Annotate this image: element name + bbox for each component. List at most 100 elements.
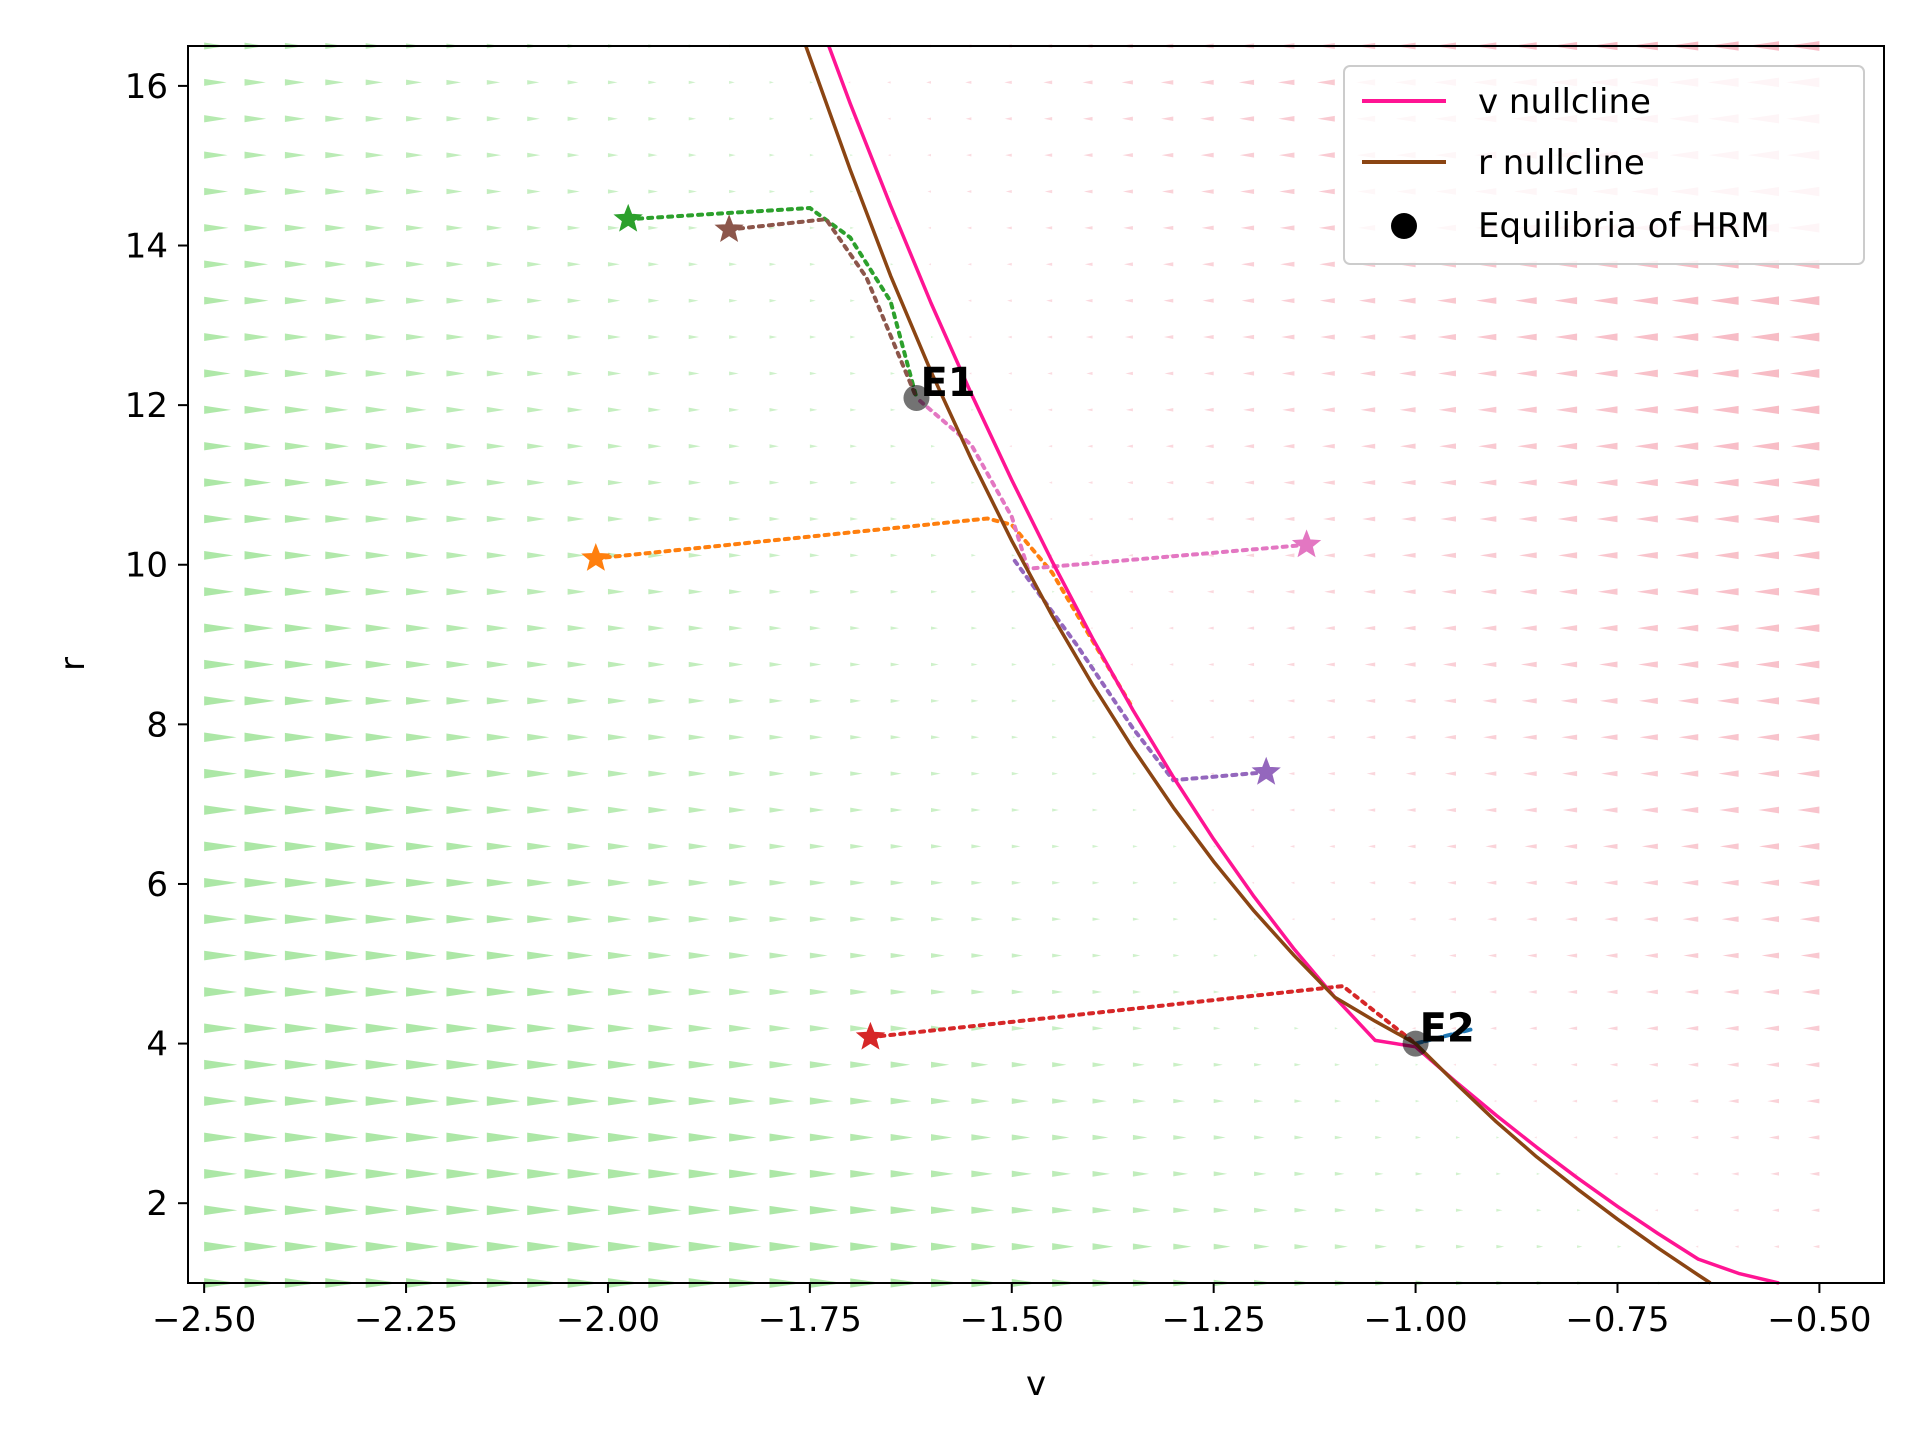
quiver-arrow xyxy=(890,698,901,703)
trajectory-start-star xyxy=(1291,529,1322,558)
quiver-arrow xyxy=(1204,444,1214,449)
quiver-arrow xyxy=(729,80,735,84)
quiver-arrow xyxy=(244,151,267,159)
quiver-arrow xyxy=(1323,553,1335,558)
quiver-arrow xyxy=(1011,917,1023,922)
quiver-arrow xyxy=(607,697,627,704)
quiver-arrow xyxy=(1482,698,1497,704)
quiver-arrow xyxy=(729,734,745,740)
quiver-arrow xyxy=(648,697,666,704)
quiver-arrow xyxy=(1334,1171,1345,1176)
quiver-arrow xyxy=(1672,369,1699,378)
quiver-arrow xyxy=(1205,480,1214,485)
quiver-arrow xyxy=(1750,369,1780,378)
quiver-arrow xyxy=(204,914,238,925)
quiver-arrow xyxy=(1254,1171,1267,1177)
quiver-arrow xyxy=(284,877,318,888)
quiver-arrow xyxy=(1483,734,1497,740)
quiver-arrow xyxy=(325,115,345,122)
quiver-arrow xyxy=(1568,1026,1578,1031)
quiver-arrow xyxy=(244,1132,278,1143)
quiver-arrow xyxy=(1046,299,1053,303)
quiver-arrow xyxy=(1124,298,1133,303)
quiver-arrow xyxy=(244,696,275,706)
quiver-arrow xyxy=(1004,117,1012,121)
quiver-arrow xyxy=(971,953,984,958)
quiver-arrow xyxy=(1213,1135,1226,1140)
quiver-arrow xyxy=(1173,1135,1187,1140)
quiver-arrow xyxy=(325,660,353,669)
quiver-arrow xyxy=(284,587,313,596)
quiver-arrow xyxy=(1563,843,1578,849)
quiver-arrow xyxy=(446,443,467,450)
quiver-arrow xyxy=(607,806,629,814)
quiver-arrow xyxy=(607,770,629,777)
quiver-arrow xyxy=(847,81,851,84)
quiver-arrow xyxy=(1369,917,1376,921)
y-axis-ticks: 2 4 6 8 10 12 14 16 xyxy=(125,67,188,1224)
quiver-arrow xyxy=(1759,879,1780,886)
quiver-arrow xyxy=(1528,990,1537,994)
quiver-arrow xyxy=(769,81,774,84)
quiver-arrow xyxy=(1213,1026,1221,1030)
quiver-arrow xyxy=(688,1133,718,1142)
quiver-arrow xyxy=(486,552,507,559)
quiver-arrow xyxy=(1765,1062,1780,1068)
quiver-arrow xyxy=(284,696,315,706)
quiver-arrow xyxy=(890,444,897,448)
quiver-arrow xyxy=(1801,989,1820,995)
quiver-arrow xyxy=(1438,370,1456,377)
quiver-arrow xyxy=(1327,771,1335,776)
quiver-arrow xyxy=(406,297,425,304)
quiver-arrow xyxy=(1715,624,1739,632)
quiver-arrow xyxy=(204,1169,238,1179)
quiver-arrow xyxy=(1011,590,1016,593)
quiver-arrow xyxy=(1334,1208,1347,1213)
quiver-arrow xyxy=(1086,408,1093,412)
quiver-arrow xyxy=(769,262,777,266)
quiver-arrow xyxy=(729,153,736,157)
quiver-arrow xyxy=(1200,152,1214,158)
quiver-arrow xyxy=(204,950,238,961)
quiver-arrow xyxy=(1600,734,1618,741)
quiver-arrow xyxy=(769,625,782,631)
quiver-arrow xyxy=(284,1132,319,1143)
quiver-arrow xyxy=(1574,1172,1578,1175)
legend: v nullcline r nullcline Equilibria of HR… xyxy=(1343,65,1865,265)
quiver-arrow xyxy=(1052,881,1061,885)
quiver-arrow xyxy=(325,551,351,560)
quiver-arrow xyxy=(1164,371,1174,376)
quiver-arrow xyxy=(1573,1136,1578,1139)
quiver-arrow xyxy=(1126,444,1133,448)
quiver-arrow xyxy=(1279,188,1295,195)
quiver-arrow xyxy=(890,626,899,630)
quiver-arrow xyxy=(1635,479,1658,487)
quiver-arrow xyxy=(1415,1136,1422,1139)
quiver-arrow xyxy=(325,151,345,159)
quiver-arrow xyxy=(1168,626,1174,630)
quiver-arrow xyxy=(688,262,699,267)
quiver-arrow xyxy=(1318,225,1335,231)
quiver-arrow xyxy=(688,516,702,522)
quiver-arrow xyxy=(1129,626,1133,630)
quiver-arrow xyxy=(931,1170,954,1178)
quiver-arrow xyxy=(1805,1062,1820,1068)
quiver-arrow xyxy=(446,116,462,122)
quiver-arrow xyxy=(1448,953,1456,958)
trajectory-line xyxy=(727,217,919,400)
quiver-arrow xyxy=(284,1096,319,1106)
quiver-arrow xyxy=(1749,296,1780,306)
quiver-arrow xyxy=(1084,262,1093,266)
quiver-arrow xyxy=(1006,262,1012,266)
quiver-arrow xyxy=(1486,880,1497,885)
quiver-arrow xyxy=(1399,407,1416,413)
quiver-arrow xyxy=(850,1169,876,1178)
quiver-arrow xyxy=(284,660,314,669)
quiver-arrow xyxy=(446,515,468,523)
quiver-arrow xyxy=(1011,1242,1036,1251)
quiver-arrow xyxy=(1594,406,1618,414)
quiver-arrow xyxy=(1496,1208,1503,1212)
quiver-arrow xyxy=(607,153,619,158)
quiver-arrow xyxy=(1285,626,1295,630)
quiver-arrow xyxy=(1617,1209,1620,1212)
